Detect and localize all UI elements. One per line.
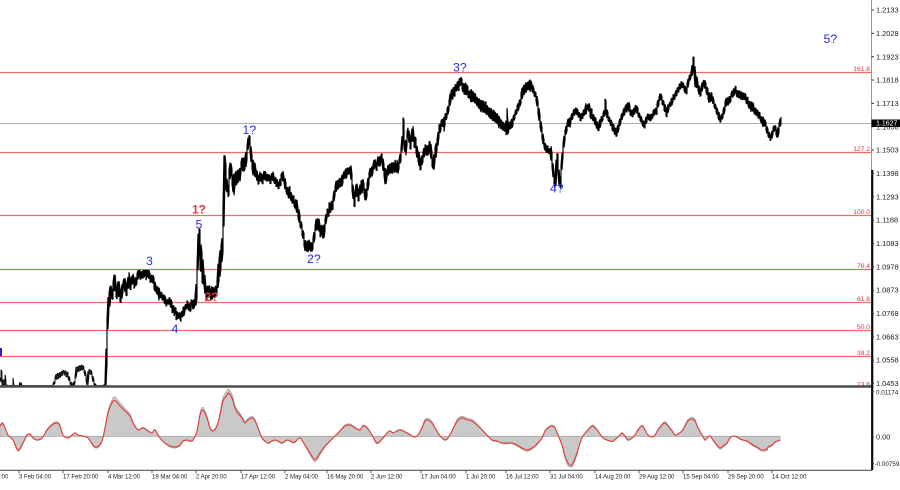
- svg-text:2 Apr 20:00: 2 Apr 20:00: [196, 475, 227, 481]
- svg-text::00: :00: [0, 475, 9, 481]
- svg-text:29 Aug 12:00: 29 Aug 12:00: [639, 475, 675, 481]
- svg-text:1.1188: 1.1188: [876, 216, 898, 225]
- svg-text:1.0558: 1.0558: [876, 356, 899, 365]
- svg-text:1?: 1?: [192, 203, 206, 217]
- svg-text:3?: 3?: [453, 61, 467, 75]
- svg-text:127.2: 127.2: [853, 146, 870, 153]
- svg-text:100.0: 100.0: [853, 209, 870, 216]
- svg-text:17 Apr 12:00: 17 Apr 12:00: [241, 475, 276, 481]
- svg-text:4?: 4?: [550, 182, 564, 196]
- svg-text:1.1083: 1.1083: [876, 239, 899, 248]
- svg-text:14 Aug 20:00: 14 Aug 20:00: [595, 475, 631, 481]
- svg-text:17 Jun 04:00: 17 Jun 04:00: [421, 475, 456, 481]
- svg-text:19 Mar 04:00: 19 Mar 04:00: [152, 475, 188, 481]
- svg-text:31 Jul 04:00: 31 Jul 04:00: [550, 475, 583, 481]
- svg-text:0.01174: 0.01174: [876, 389, 899, 396]
- svg-text:1?: 1?: [243, 123, 257, 137]
- svg-text:0.00: 0.00: [876, 433, 890, 442]
- svg-text:1 Jul 20:00: 1 Jul 20:00: [466, 475, 496, 481]
- svg-text:2 May 04:00: 2 May 04:00: [285, 475, 319, 481]
- svg-text:5: 5: [196, 218, 203, 232]
- svg-text:4: 4: [172, 322, 179, 336]
- svg-text:2 Jun 12:00: 2 Jun 12:00: [371, 475, 403, 481]
- svg-text:29 Sep 20:00: 29 Sep 20:00: [728, 475, 764, 481]
- svg-text:38.2: 38.2: [857, 350, 870, 357]
- svg-text:1.1503: 1.1503: [876, 146, 899, 155]
- svg-text:15 Sep 04:00: 15 Sep 04:00: [683, 475, 719, 481]
- svg-text:3 Feb 04:00: 3 Feb 04:00: [19, 475, 52, 481]
- svg-text:1.0453: 1.0453: [876, 379, 899, 388]
- svg-text:16 Jul 12:00: 16 Jul 12:00: [506, 475, 539, 481]
- svg-text:161.8: 161.8: [853, 66, 870, 73]
- svg-text:1.1627: 1.1627: [876, 121, 898, 128]
- svg-text:50.0: 50.0: [857, 324, 870, 331]
- svg-text:1.0768: 1.0768: [876, 309, 899, 318]
- svg-text:1.2133: 1.2133: [876, 6, 899, 15]
- svg-text:4 Mar 12:00: 4 Mar 12:00: [108, 475, 141, 481]
- svg-text:1.1818: 1.1818: [876, 76, 899, 85]
- svg-text:-0.00759: -0.00759: [875, 461, 900, 468]
- svg-text:2?: 2?: [307, 252, 321, 266]
- svg-text:14 Oct 12:00: 14 Oct 12:00: [772, 475, 807, 481]
- svg-text:1.0978: 1.0978: [876, 262, 899, 271]
- svg-text:61.8: 61.8: [857, 296, 870, 303]
- svg-text:2?: 2?: [205, 290, 219, 304]
- svg-text:16 May 20:00: 16 May 20:00: [327, 475, 364, 481]
- svg-text:1.1293: 1.1293: [876, 192, 899, 201]
- svg-text:76.4: 76.4: [857, 263, 870, 270]
- svg-text:3: 3: [146, 254, 153, 268]
- svg-text:5?: 5?: [824, 32, 838, 46]
- svg-text:1.1398: 1.1398: [876, 169, 899, 178]
- svg-text:1.1923: 1.1923: [876, 52, 899, 61]
- svg-text:17 Feb 20:00: 17 Feb 20:00: [63, 475, 99, 481]
- svg-text:1.0873: 1.0873: [876, 286, 899, 295]
- svg-text:1.0663: 1.0663: [876, 332, 899, 341]
- svg-text:1.2028: 1.2028: [876, 29, 899, 38]
- svg-text:1.1713: 1.1713: [876, 99, 899, 108]
